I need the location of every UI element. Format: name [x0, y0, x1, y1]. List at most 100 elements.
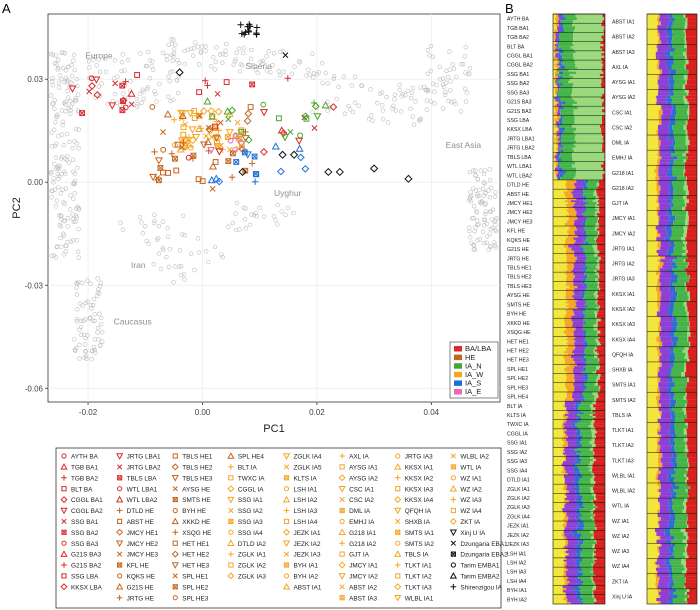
admixture-segment — [602, 93, 605, 98]
admixture-segment — [586, 288, 600, 291]
admixture-segment — [647, 165, 656, 170]
admixture-segment — [670, 418, 676, 423]
admixture-segment — [567, 299, 578, 302]
admixture-segment — [564, 29, 574, 33]
legend-population-label: HET HE2 — [182, 552, 209, 559]
reference-point — [118, 220, 123, 226]
admixture-segment — [564, 500, 569, 503]
reference-point — [219, 252, 224, 257]
admixture-segment — [669, 509, 674, 514]
admixture-segment — [559, 173, 564, 177]
admixture-segment — [579, 469, 589, 472]
admixture-group — [647, 119, 697, 136]
legend-symbol — [227, 539, 235, 546]
admixture-segment — [591, 438, 595, 442]
admixture-segment — [574, 149, 603, 153]
admixture-segment — [590, 481, 596, 485]
admixture-segment — [577, 228, 585, 231]
sample-point — [244, 109, 253, 118]
admixture-segment — [566, 594, 577, 597]
admixture-segment — [578, 467, 591, 470]
reference-point — [480, 229, 486, 234]
admixture-segment — [647, 104, 661, 110]
admixture-segment — [553, 67, 558, 70]
admixture-segment — [553, 191, 564, 194]
admixture-segment — [599, 205, 605, 208]
admixture-segment — [673, 74, 684, 80]
admixture-segment — [585, 285, 588, 289]
legend-symbol — [171, 463, 179, 471]
admixture-segment — [590, 490, 594, 494]
admixture-segment — [553, 379, 567, 383]
admixture-segment — [553, 262, 568, 265]
reference-point — [248, 56, 254, 62]
reference-point — [169, 37, 174, 42]
reference-point — [87, 65, 92, 70]
admixture-segment — [672, 268, 686, 272]
admixture-segment — [647, 567, 656, 571]
admixture-segment — [658, 199, 668, 204]
legend-symbol — [171, 517, 179, 525]
admixture-segment — [671, 233, 684, 238]
reference-point — [112, 91, 118, 97]
legend-population-label: BYH HE — [182, 508, 206, 515]
admixture-segment — [685, 206, 697, 211]
admixture-segment — [553, 43, 556, 47]
admixture-segment — [676, 588, 687, 592]
reference-point — [254, 213, 259, 219]
admixture-segment — [670, 411, 675, 415]
admixture-segment — [685, 203, 687, 207]
reference-point — [380, 116, 386, 122]
admixture-segment — [553, 209, 567, 212]
admixture-segment — [660, 428, 670, 432]
admixture-segment — [684, 445, 688, 450]
admixture-segment — [553, 524, 563, 528]
admixture-segment — [554, 38, 556, 42]
admixture-segment — [659, 495, 672, 499]
admixture-segment — [564, 318, 572, 322]
admixture-segment — [553, 303, 569, 306]
reference-point — [55, 166, 61, 172]
admixture-segment — [667, 32, 673, 37]
admixture-segment — [599, 211, 605, 214]
admixture-segment — [685, 17, 688, 22]
admixture-segment — [672, 172, 684, 177]
admixture-group — [553, 179, 605, 190]
reference-point — [486, 247, 491, 252]
admixture-segment — [687, 470, 697, 474]
reference-point — [92, 318, 97, 324]
legend-symbol — [117, 573, 123, 579]
admixture-segment — [674, 382, 687, 388]
admixture-segment — [558, 50, 560, 54]
admixture-group-label: CGGL BA1 — [507, 53, 533, 59]
admixture-segment — [569, 364, 577, 367]
legend-population-label: TGB BA2 — [71, 475, 98, 482]
admixture-segment — [553, 404, 564, 408]
admixture-segment — [681, 558, 686, 562]
admixture-segment — [556, 152, 558, 156]
admixture-segment — [567, 568, 579, 571]
admixture-segment — [600, 46, 605, 49]
admixture-segment — [553, 398, 565, 402]
admixture-segment — [671, 153, 683, 157]
admixture-segment — [564, 481, 574, 485]
admixture-group — [553, 576, 605, 586]
reference-point — [467, 235, 473, 240]
admixture-segment — [576, 576, 579, 579]
sample-point — [313, 113, 322, 121]
admixture-segment — [676, 399, 688, 404]
reference-point — [410, 114, 416, 119]
admixture-segment — [659, 564, 668, 568]
admixture-segment — [553, 417, 565, 420]
reference-point — [146, 241, 151, 246]
reference-point — [61, 100, 67, 106]
admixture-segment — [595, 514, 605, 517]
admixture-segment — [578, 541, 584, 545]
reference-point — [71, 58, 76, 63]
admixture-segment — [554, 170, 558, 174]
admixture-segment — [661, 434, 673, 438]
admixture-segment — [683, 98, 688, 102]
legend-symbol — [228, 475, 234, 481]
admixture-segment — [657, 124, 669, 131]
admixture-segment — [656, 431, 658, 435]
